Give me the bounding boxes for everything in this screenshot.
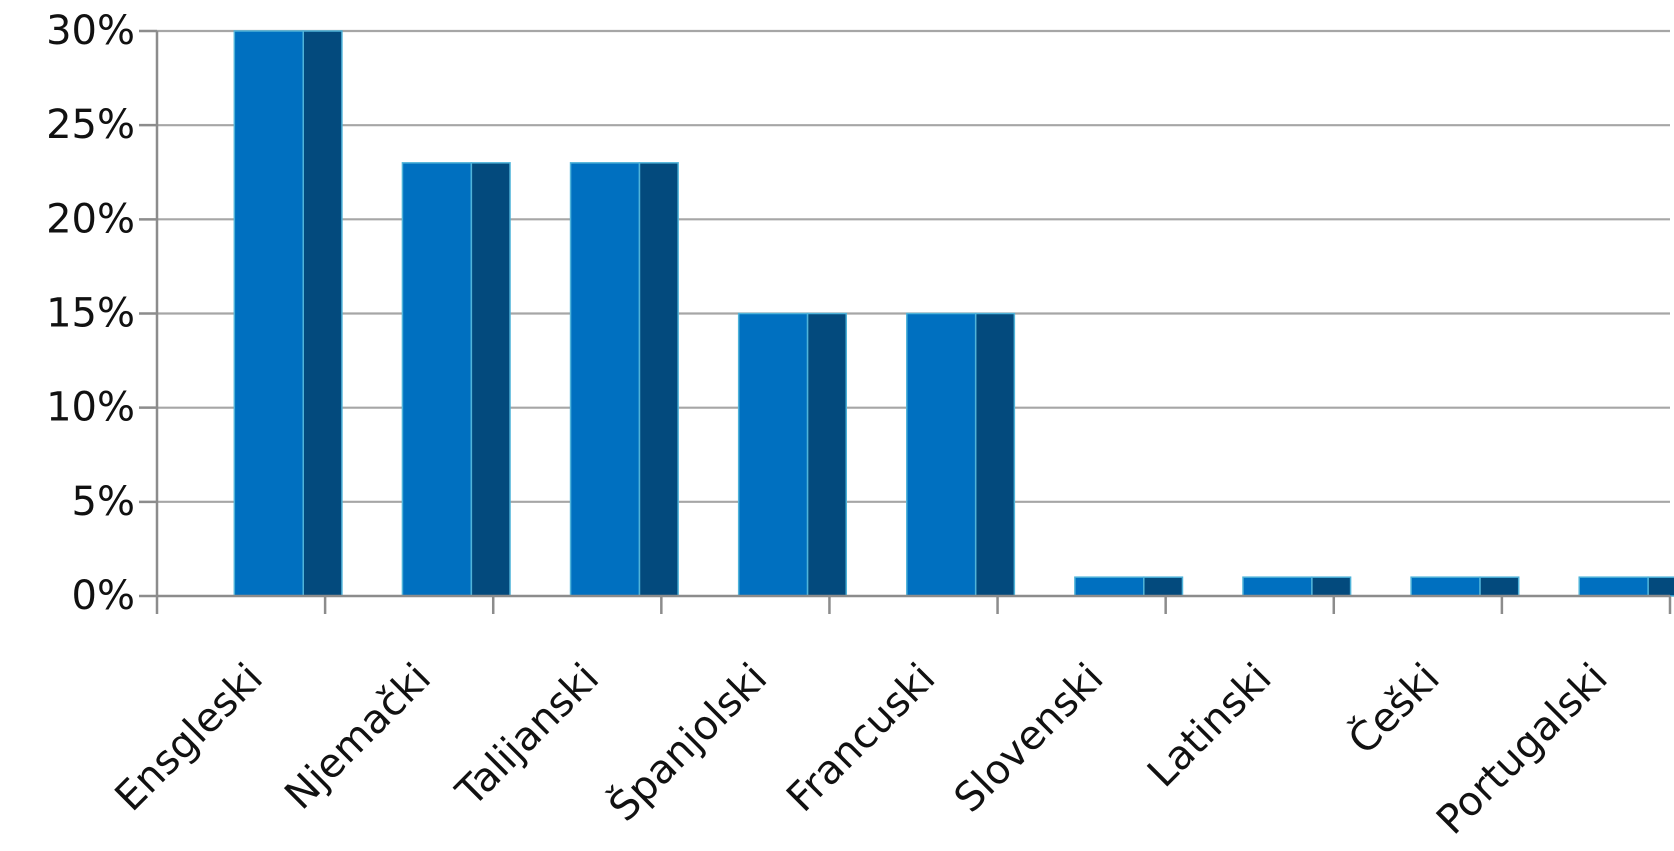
y-tick-label: 15% <box>46 291 135 337</box>
x-tick-label: Ensgleski <box>107 655 272 820</box>
y-tick-label: 10% <box>46 385 135 431</box>
bar-front <box>233 30 305 597</box>
x-tick-label: Njemački <box>276 655 440 819</box>
x-tick-label: Španjolski <box>599 653 776 830</box>
x-tick-label: Francuski <box>778 655 944 821</box>
x-tick-label: Slovenski <box>946 655 1113 822</box>
bar-side <box>1647 576 1674 597</box>
y-tick-label: 30% <box>46 8 135 54</box>
y-tick-labels: 0% 5% 10% 15% 20% 25% 30% <box>46 8 135 619</box>
bar-front <box>737 312 809 597</box>
axes <box>139 29 1672 614</box>
bar-front <box>1578 576 1649 597</box>
bar-side <box>1143 576 1184 597</box>
bar-side <box>1311 576 1352 597</box>
x-tick-label: Češki <box>1339 653 1449 763</box>
bar-side <box>302 30 343 597</box>
x-tick-label: Latinski <box>1139 655 1280 796</box>
bars <box>233 30 1674 597</box>
bar-front <box>401 162 473 597</box>
y-tick-label: 0% <box>72 573 135 619</box>
bar-side <box>806 312 848 597</box>
bar-front <box>906 312 977 597</box>
y-tick-label: 5% <box>72 479 135 525</box>
y-tick-label: 20% <box>46 196 135 242</box>
bar-side <box>638 162 679 597</box>
bar-side <box>1479 576 1520 597</box>
bar-side <box>470 162 511 597</box>
bar-front <box>1074 576 1145 597</box>
y-tick-label: 25% <box>46 102 135 148</box>
bar-front <box>569 162 641 597</box>
bar-front <box>1242 576 1313 597</box>
bar-front <box>1410 576 1481 597</box>
bar-side <box>974 312 1016 597</box>
x-tick-label: Portugalski <box>1428 655 1617 844</box>
x-tick-label: Talijanski <box>447 655 608 816</box>
